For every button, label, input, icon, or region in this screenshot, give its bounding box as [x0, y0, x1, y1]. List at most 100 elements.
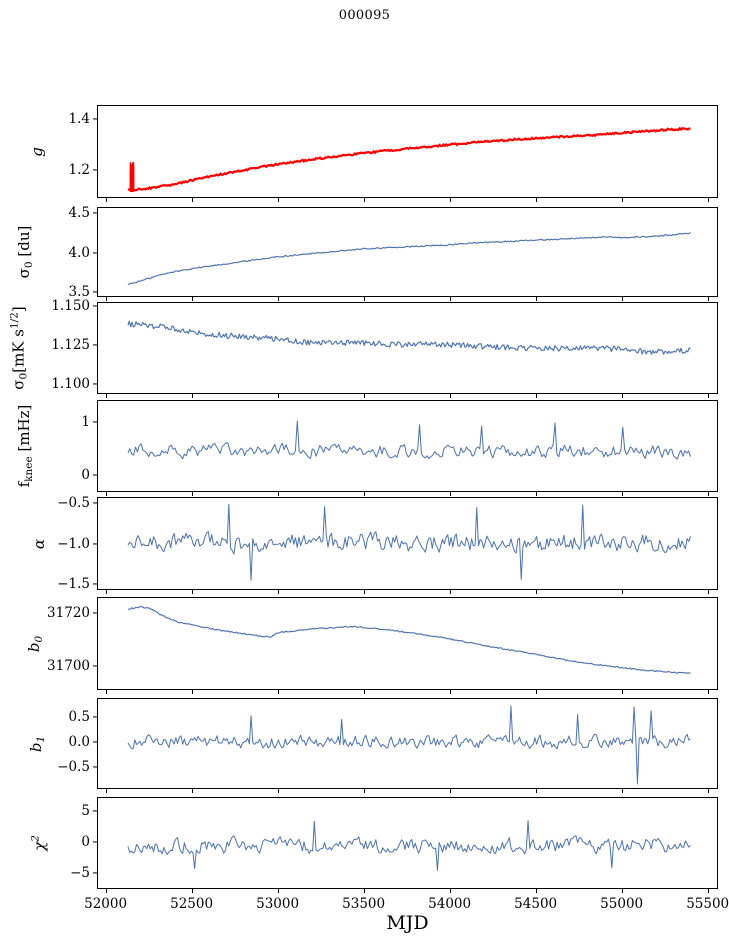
data-curve-sigma0-du	[127, 232, 691, 286]
x-tick-mark	[621, 297, 623, 302]
x-tick-mark	[105, 394, 107, 399]
data-curve-alpha	[127, 503, 691, 581]
x-tick-mark	[277, 198, 279, 203]
x-tick-mark	[191, 492, 193, 497]
x-tick-mark	[707, 198, 709, 203]
y-tick-label: 1.125	[51, 336, 90, 353]
x-tick-mark	[449, 297, 451, 302]
y-tick-label: 31700	[47, 658, 90, 675]
panel-b1: b1 −0.5 0.0 0.5	[27, 698, 718, 794]
y-tick-label: 5	[81, 802, 90, 819]
x-tick-mark	[277, 394, 279, 399]
y-tick-label: −1.5	[57, 576, 90, 593]
x-tick-mark	[105, 889, 107, 894]
panel-chi2: χ2 −5 0 5 52000 52500 53000 53500 54000 54500 5500…	[30, 797, 729, 912]
x-tick-mark	[363, 590, 365, 595]
x-tick-mark	[707, 394, 709, 399]
x-tick-mark	[191, 789, 193, 794]
x-tick-mark	[621, 690, 623, 695]
x-tick-mark	[535, 889, 537, 894]
y-axis-label-gain: g	[28, 146, 46, 157]
axes-frame	[97, 400, 718, 492]
axes-frame	[97, 797, 718, 889]
x-tick-mark	[707, 889, 709, 894]
y-tick-mark	[92, 169, 97, 171]
data-curve-f-knee	[127, 420, 691, 460]
panel-sigma0-du: σ0 [du] 3.5 4.0 4.5	[15, 205, 718, 302]
y-tick-mark	[92, 212, 97, 214]
y-axis-label-sigma0-mKs: σ0[mK s1/2]	[8, 306, 30, 390]
x-tick-mark	[449, 889, 451, 894]
y-tick-label: 0.5	[68, 708, 90, 725]
x-tick-mark	[277, 690, 279, 695]
y-tick-label: −5	[70, 864, 90, 881]
x-tick-mark	[621, 198, 623, 203]
x-tick-mark	[191, 394, 193, 399]
x-tick-label: 54000	[428, 896, 472, 912]
y-axis-label-f-knee: fknee [mHz]	[15, 404, 35, 488]
panel-gain: g 1.2 1.4	[28, 105, 718, 203]
y-tick-label: 0	[81, 466, 90, 483]
x-tick-mark	[105, 590, 107, 595]
panel-sigma0-mKs: σ0[mK s1/2] 1.100 1.125 1.150	[9, 298, 718, 399]
x-tick-mark	[363, 889, 365, 894]
x-tick-mark	[105, 198, 107, 203]
y-tick-label: 0.0	[68, 733, 90, 750]
y-tick-label: −0.5	[57, 758, 90, 775]
y-tick-label: 1.2	[68, 161, 90, 178]
x-tick-label: 55000	[600, 896, 644, 912]
x-tick-mark	[449, 690, 451, 695]
y-tick-mark	[92, 612, 97, 614]
y-tick-mark	[92, 741, 97, 743]
x-tick-mark	[363, 297, 365, 302]
y-tick-mark	[92, 118, 97, 120]
y-tick-label: 31720	[47, 604, 90, 621]
y-tick-label: 1.100	[51, 375, 90, 392]
x-tick-mark	[621, 590, 623, 595]
y-tick-mark	[92, 474, 97, 476]
x-tick-mark	[621, 889, 623, 894]
y-tick-mark	[92, 542, 97, 545]
x-tick-mark	[105, 297, 107, 302]
x-tick-mark	[105, 492, 107, 497]
data-curve-chi2	[127, 820, 691, 871]
x-tick-mark	[621, 789, 623, 794]
x-tick-mark	[449, 789, 451, 794]
x-tick-mark	[191, 889, 193, 894]
x-tick-mark	[191, 198, 193, 203]
x-tick-mark	[277, 789, 279, 794]
y-tick-mark	[92, 305, 97, 307]
y-axis-label-sigma0-du: σ0 [du]	[15, 225, 35, 279]
panel-b0: b0 31700 31720	[25, 597, 718, 695]
x-tick-mark	[535, 690, 537, 695]
y-tick-label: −0.5	[57, 494, 90, 511]
figure-title: 000095	[338, 8, 391, 23]
y-tick-mark	[92, 583, 97, 585]
x-tick-mark	[621, 492, 623, 497]
axes-frame	[97, 105, 718, 198]
x-tick-mark	[363, 394, 365, 399]
data-curve-b1	[127, 705, 691, 785]
x-tick-mark	[105, 789, 107, 794]
x-tick-mark	[535, 789, 537, 794]
y-tick-mark	[92, 502, 97, 504]
x-tick-mark	[707, 690, 709, 695]
x-tick-mark	[277, 297, 279, 302]
y-tick-mark	[92, 841, 97, 843]
x-tick-label: 55500	[686, 896, 729, 912]
x-tick-label: 53000	[256, 896, 300, 912]
y-tick-mark	[92, 766, 97, 768]
x-tick-mark	[191, 690, 193, 695]
x-tick-mark	[707, 297, 709, 302]
y-tick-label: 1	[81, 414, 90, 431]
data-curve-b0	[127, 605, 691, 674]
y-tick-mark	[92, 383, 97, 385]
data-curve-gain	[127, 126, 691, 192]
x-tick-mark	[449, 590, 451, 595]
x-tick-label: 54500	[514, 896, 558, 912]
axes-frame	[97, 207, 718, 297]
y-tick-label: −1.0	[57, 535, 90, 552]
y-tick-label: 0	[81, 833, 90, 850]
axes-frame	[97, 597, 718, 690]
